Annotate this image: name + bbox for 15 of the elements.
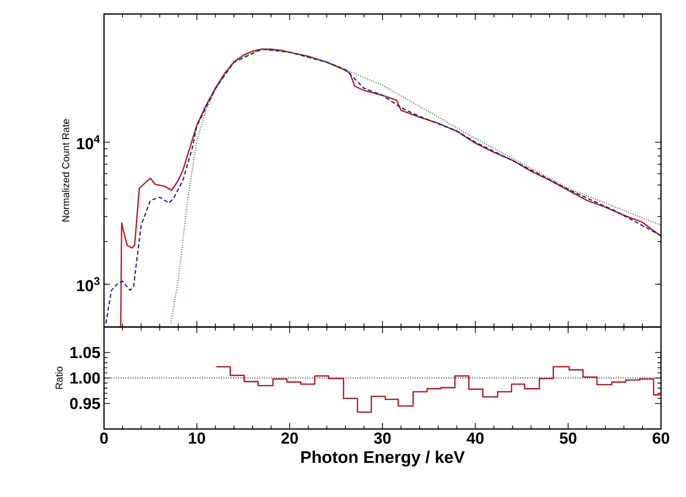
x-tick-label: 50 xyxy=(560,432,576,444)
y-axis-title: Normalized Count Rate xyxy=(62,119,70,222)
x-tick-label: 10 xyxy=(188,432,206,444)
x-tick-label: 60 xyxy=(652,432,670,444)
y-axis-title: Ratio xyxy=(55,366,63,389)
y-tick-label: 1.00 xyxy=(70,372,100,384)
y-tick-label: 0.95 xyxy=(70,398,100,410)
y-tick-label: 10$^{3}$ xyxy=(77,277,100,292)
x-axis-title: Photon Energy / keV xyxy=(301,450,465,467)
x-tick-label: 40 xyxy=(466,432,484,444)
x-tick-label: 30 xyxy=(374,432,391,444)
y-tick-label: 1.05 xyxy=(70,346,100,358)
y-tick-label: 10$^{4}$ xyxy=(77,135,100,150)
x-tick-label: 20 xyxy=(281,432,298,444)
x-tick-label: 0 xyxy=(100,432,108,444)
